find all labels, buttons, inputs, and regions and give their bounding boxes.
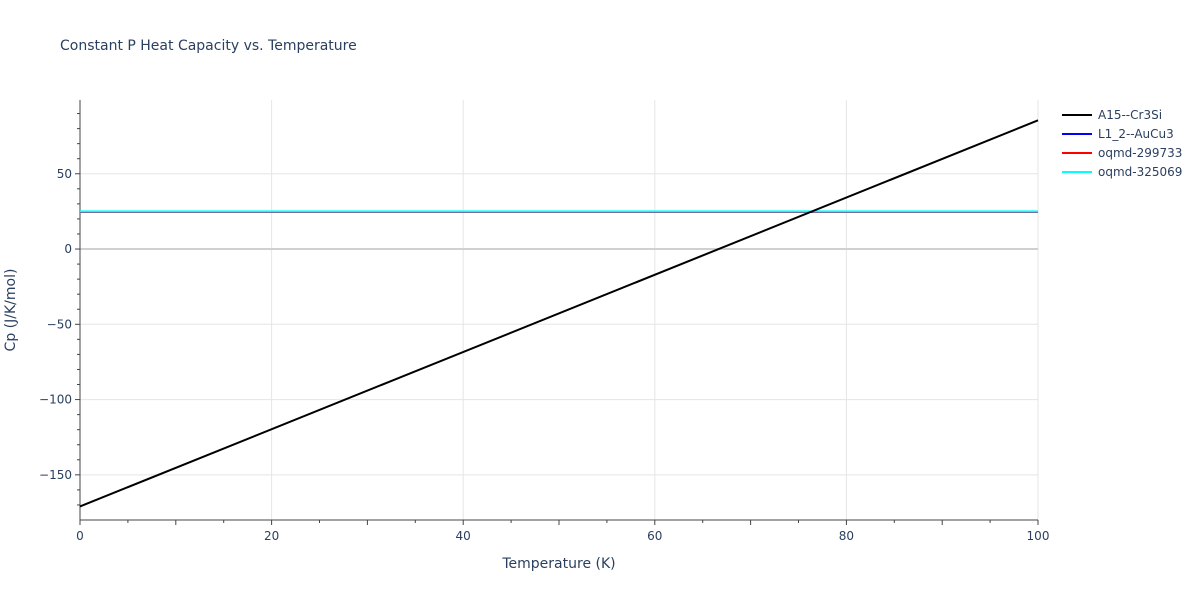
x-tick-label: 100 [1027, 529, 1050, 543]
x-tick-label: 60 [647, 529, 662, 543]
y-axis-label: Cp (J/K/mol) [3, 269, 19, 352]
legend-item[interactable]: oqmd-325069 [1062, 165, 1182, 179]
y-tick-label: −100 [39, 393, 72, 407]
y-tick-label: 50 [57, 167, 72, 181]
legend-label: L1_2--AuCu3 [1098, 127, 1174, 141]
x-tick-label: 80 [839, 529, 854, 543]
legend[interactable]: A15--Cr3Si L1_2--AuCu3 oqmd-299733 oqmd-325… [1062, 108, 1182, 179]
x-axis-label: Temperature (K) [501, 556, 615, 572]
x-tick-label: 40 [456, 529, 471, 543]
x-axis-ticks: 0 20 40 60 80 100 [76, 520, 1049, 543]
x-tick-label: 0 [76, 529, 84, 543]
grid [80, 100, 1039, 520]
y-tick-label: −150 [39, 468, 72, 482]
legend-label: A15--Cr3Si [1098, 108, 1162, 122]
x-tick-label: 20 [264, 529, 279, 543]
y-tick-label: −50 [47, 317, 72, 331]
series-lines [79, 119, 1039, 508]
series-line-a15-cr3si [79, 119, 1039, 508]
y-tick-label: 0 [64, 242, 72, 256]
legend-item[interactable]: A15--Cr3Si [1062, 108, 1162, 122]
legend-item[interactable]: L1_2--AuCu3 [1062, 127, 1174, 141]
chart-title: Constant P Heat Capacity vs. Temperature [60, 38, 357, 54]
y-axis-ticks: −150 −100 −50 0 50 [39, 113, 80, 506]
legend-label: oqmd-299733 [1098, 146, 1182, 160]
legend-label: oqmd-325069 [1098, 165, 1182, 179]
legend-item[interactable]: oqmd-299733 [1062, 146, 1182, 160]
